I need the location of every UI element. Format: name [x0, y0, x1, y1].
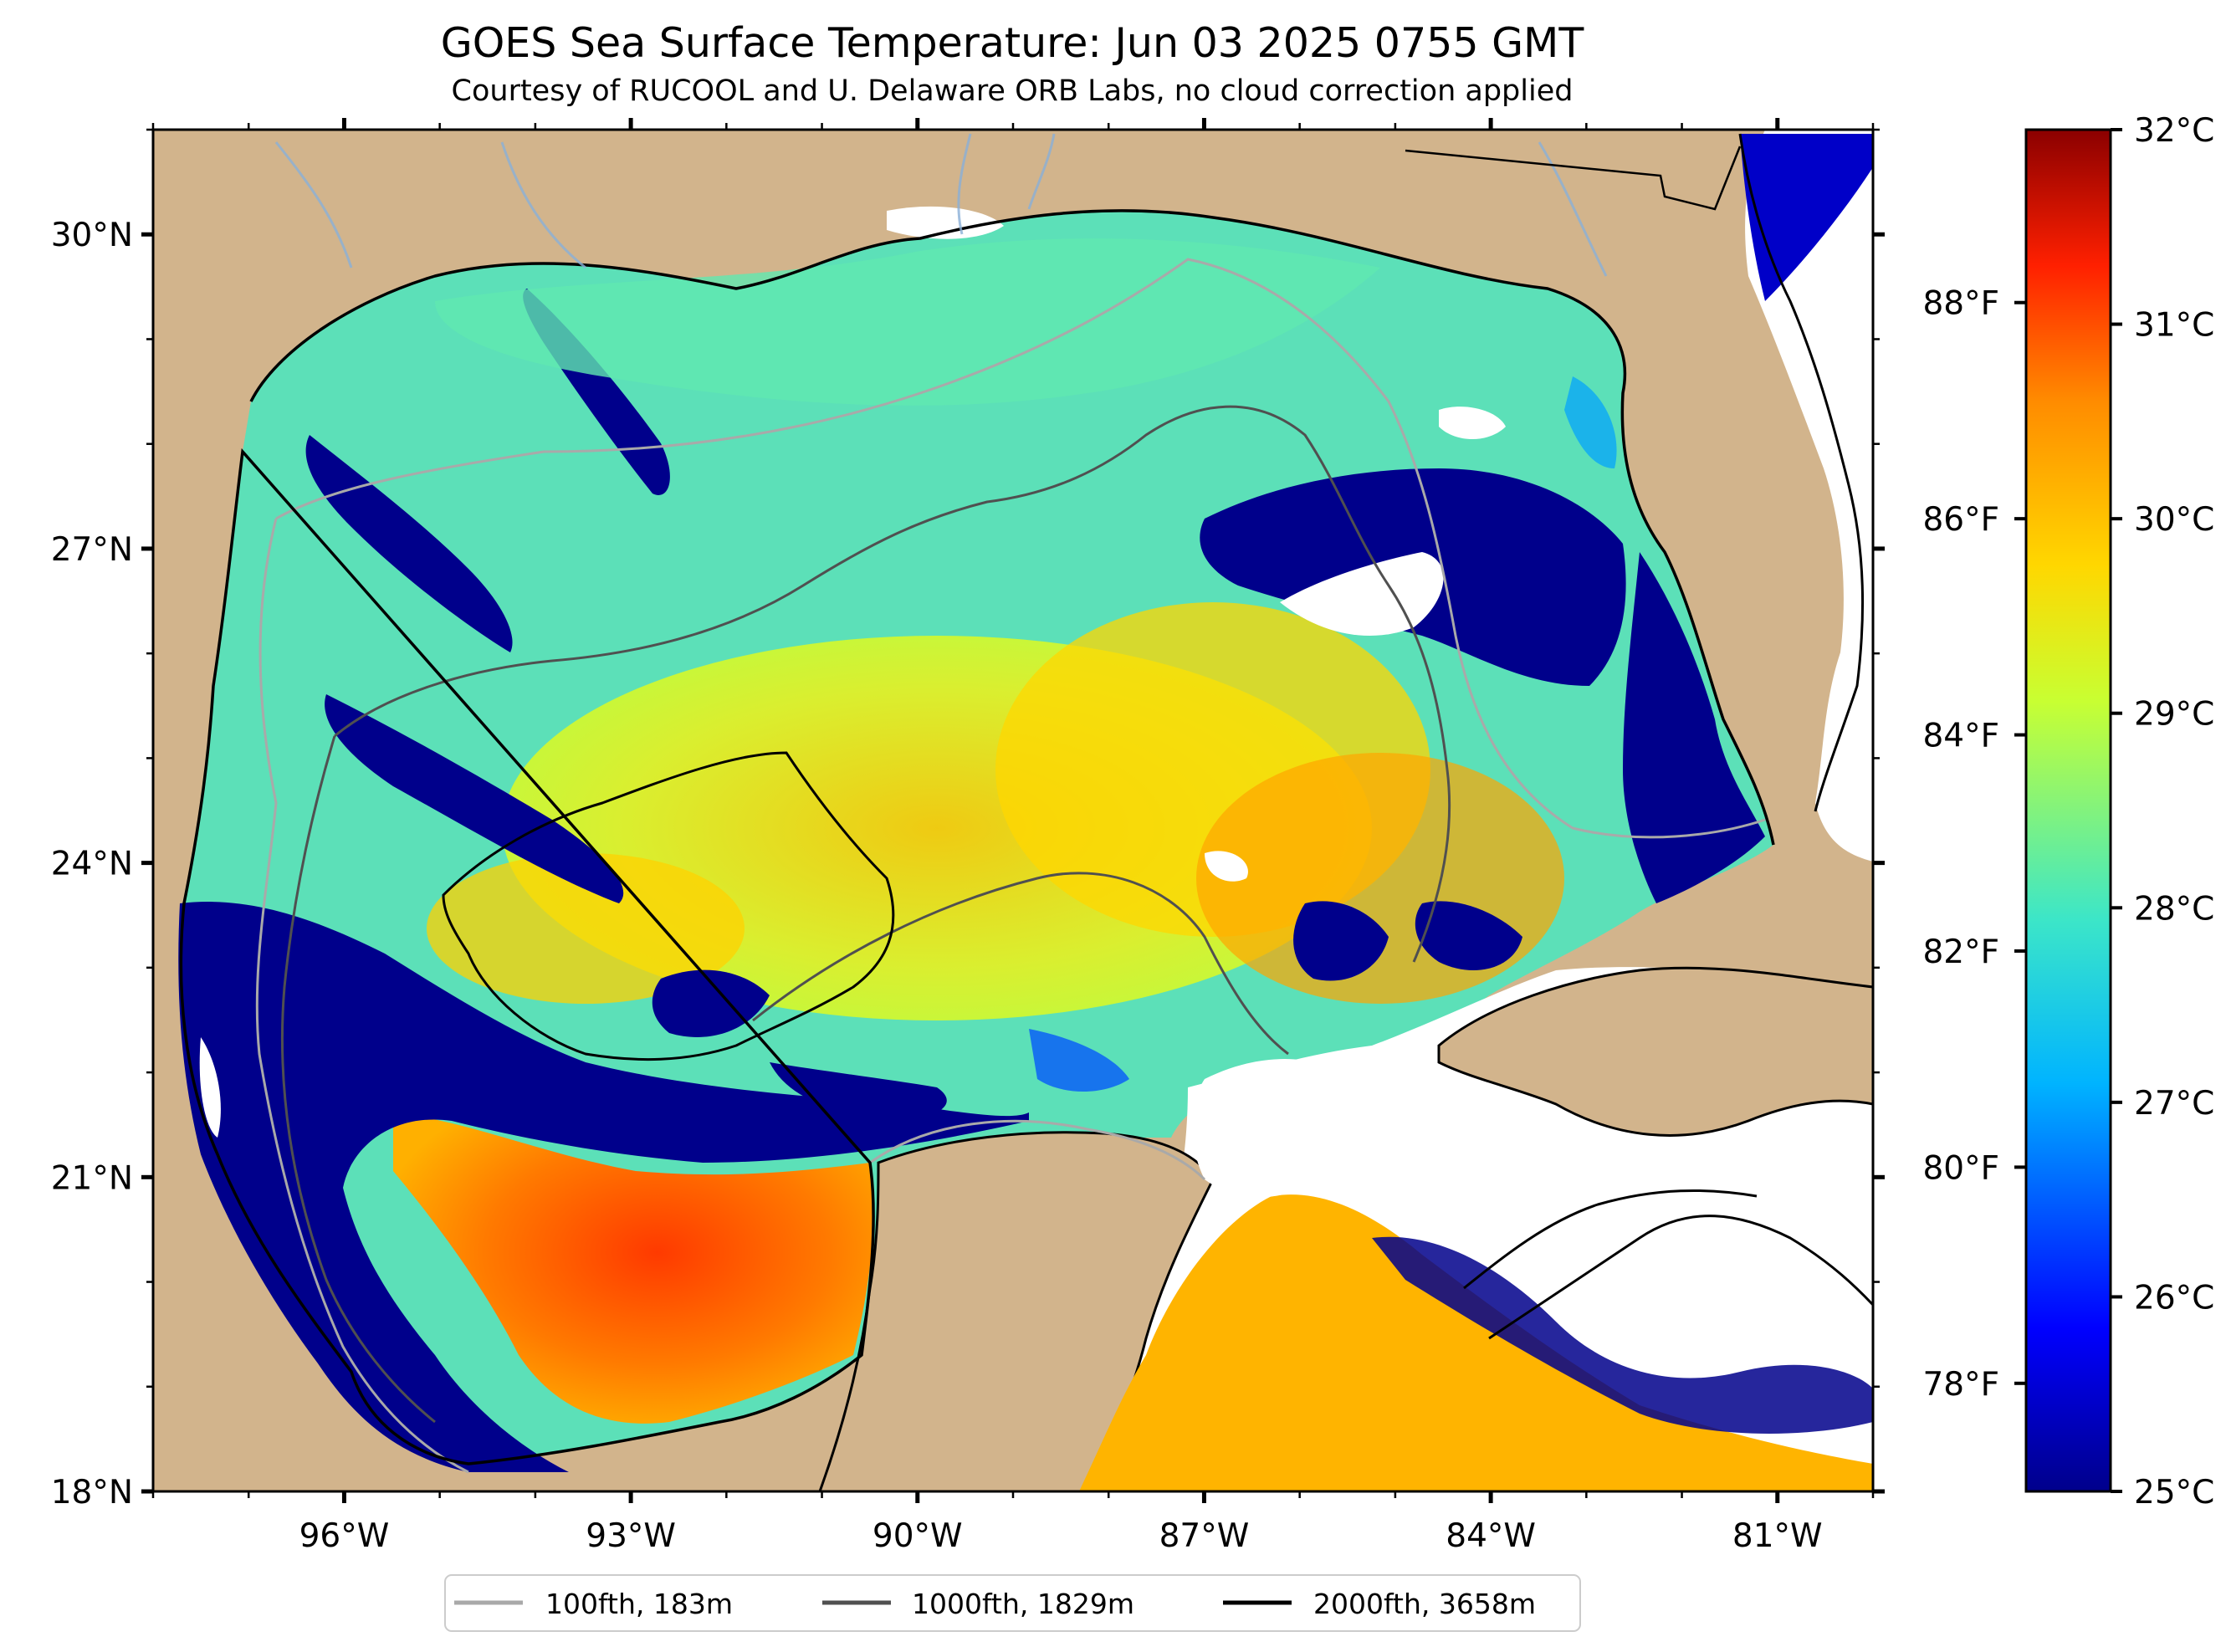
florida-east-coast	[1738, 133, 1865, 812]
no-data-patches	[199, 206, 1506, 1198]
celsius-tick-label: 30°C	[2134, 501, 2214, 539]
bathymetry-contours	[255, 258, 1873, 1474]
legend-label-100fth: 100fth, 183m	[545, 1588, 733, 1620]
sst-field	[178, 238, 1765, 1472]
lat-tick-label: 27°N	[51, 531, 133, 569]
celsius-tick-label: 26°C	[2134, 1279, 2214, 1317]
map-subtitle: Courtesy of RUCOOL and U. Delaware ORB L…	[452, 74, 1574, 108]
celsius-tick-label: 28°C	[2134, 890, 2214, 928]
map-title: GOES Sea Surface Temperature: Jun 03 202…	[441, 19, 1585, 67]
legend-box	[444, 1574, 1581, 1632]
state-border	[1405, 146, 1742, 211]
fahrenheit-scale: 78°F 80°F 82°F 84°F 86°F 88°F	[1922, 285, 2026, 1404]
legend-label-2000fth: 2000fth, 3658m	[1313, 1588, 1536, 1620]
lat-tick-label: 24°N	[51, 846, 133, 883]
longitude-axis: 96°W 93°W 90°W 87°W 84°W 81°W	[299, 118, 1823, 1555]
lon-tick-label: 81°W	[1732, 1517, 1823, 1555]
fahrenheit-tick-label: 80°F	[1922, 1149, 1999, 1187]
contour-100fth	[255, 258, 1766, 1474]
coastline	[179, 209, 1775, 1465]
lat-tick-label: 21°N	[51, 1159, 133, 1197]
caribbean-cold-patch	[1372, 1236, 1873, 1434]
atlantic-sst-patch	[1740, 134, 1873, 301]
lon-tick-label: 93°W	[586, 1517, 676, 1555]
fahrenheit-tick-label: 78°F	[1922, 1366, 1999, 1404]
celsius-tick-label: 25°C	[2134, 1474, 2214, 1511]
contour-legend: 100fth, 183m 1000fth, 1829m 2000fth, 365…	[444, 1574, 1581, 1632]
celsius-scale: 25°C 26°C 27°C 28°C 29°C 30°C 31°C 32°C	[2111, 112, 2214, 1511]
celsius-tick-label: 29°C	[2134, 696, 2214, 734]
minor-ticks	[146, 123, 1880, 1498]
fahrenheit-tick-label: 82°F	[1922, 933, 1999, 971]
lon-tick-label: 87°W	[1159, 1517, 1250, 1555]
celsius-tick-label: 32°C	[2134, 112, 2214, 150]
rivers	[274, 133, 1608, 277]
lat-tick-label: 18°N	[51, 1474, 133, 1511]
lon-tick-label: 90°W	[872, 1517, 963, 1555]
atlantic-water	[1745, 130, 1873, 862]
lat-tick-label: 30°N	[51, 217, 133, 254]
colorbar: 25°C 26°C 27°C 28°C 29°C 30°C 31°C 32°C 78°F 80°…	[1922, 112, 2214, 1511]
cuba-land	[1437, 966, 1873, 1137]
fahrenheit-tick-label: 86°F	[1922, 501, 1999, 539]
contour-2000fth	[442, 751, 1873, 1340]
lon-tick-label: 84°W	[1446, 1517, 1536, 1555]
colorbar-gradient	[2024, 128, 2112, 1493]
legend-label-1000fth: 1000fth, 1829m	[912, 1588, 1134, 1620]
map-area	[153, 130, 1873, 1491]
contour-1000fth	[280, 405, 1451, 1424]
fahrenheit-tick-label: 88°F	[1922, 285, 1999, 323]
celsius-tick-label: 31°C	[2134, 307, 2214, 345]
fahrenheit-tick-label: 84°F	[1922, 718, 1999, 755]
celsius-tick-label: 27°C	[2134, 1085, 2214, 1123]
lon-tick-label: 96°W	[299, 1517, 390, 1555]
